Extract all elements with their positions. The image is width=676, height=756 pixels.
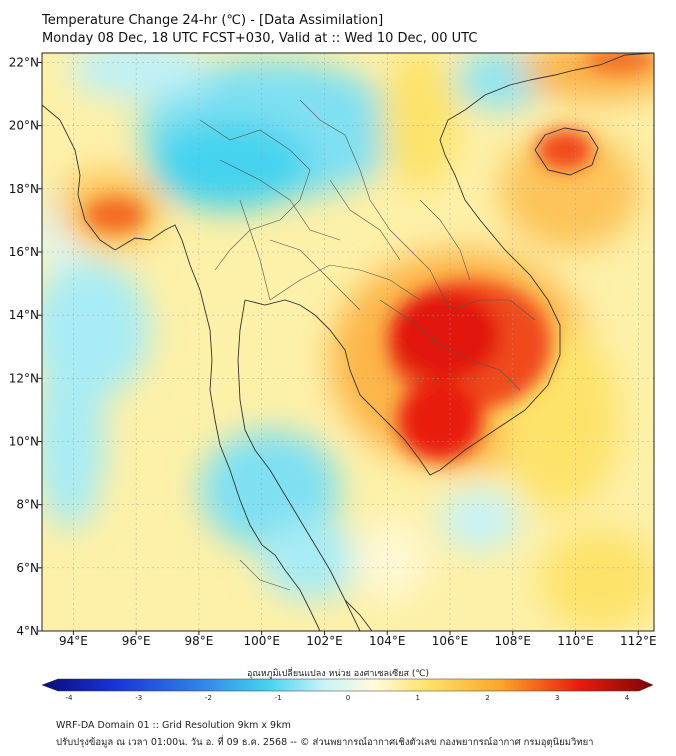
temperature-field: [42, 53, 654, 631]
malaysia-east-coast: [344, 599, 373, 631]
y-tick-label: 16°N: [9, 245, 39, 259]
y-tick-label: 20°N: [9, 119, 39, 133]
x-tick-label: 96°E: [122, 634, 151, 648]
hainan-island: [534, 127, 599, 176]
y-tick-label: 12°N: [9, 371, 39, 385]
map-frame: [41, 52, 655, 632]
x-tick-label: 104°E: [369, 634, 406, 648]
colorbar-tick-label: 3: [555, 694, 559, 702]
y-tick-label: 22°N: [9, 55, 39, 69]
colorbar-title: อุณหภูมิเปลี่ยนแปลง หน่วย องศาเซลเซียส (…: [246, 669, 430, 679]
y-tick-label: 10°N: [9, 434, 39, 448]
x-tick-label: 102°E: [306, 634, 343, 648]
y-tick-label: 4°N: [16, 624, 39, 638]
colorbar-tick-label: 0: [346, 694, 350, 702]
malay-peninsula-east: [237, 299, 361, 631]
x-tick-label: 110°E: [557, 634, 594, 648]
cool-region-south: [200, 430, 340, 550]
x-tick-label: 98°E: [184, 634, 213, 648]
coastlines: [42, 53, 654, 631]
colorbar-tick-label: -4: [66, 694, 74, 702]
x-tick-label: 100°E: [243, 634, 280, 648]
gulf-of-thailand-north: [244, 299, 441, 476]
vietnam-coast: [439, 79, 561, 471]
colorbar-tick-label: 1: [416, 694, 420, 702]
map-subtitle: Monday 08 Dec, 18 UTC FCST+030, Valid at…: [42, 31, 478, 46]
colorbar: -4 -3 -2 -1 0 1 2 3 4: [41, 678, 654, 702]
gridlines: [42, 53, 654, 631]
x-tick-label: 108°E: [495, 634, 532, 648]
y-tick-label: 8°N: [16, 498, 39, 512]
myanmar-west-coast: [42, 104, 321, 631]
colorbar-tick-label: 4: [625, 694, 630, 702]
axis-labels: 94°E 96°E 98°E 100°E 102°E 104°E 106°E 108°E 110…: [9, 55, 657, 648]
colorbar-tick-label: -2: [205, 694, 212, 702]
china-coast: [529, 53, 654, 81]
x-tick-label: 94°E: [59, 634, 88, 648]
colorbar-tick-label: -1: [275, 694, 282, 702]
x-tick-label: 112°E: [620, 634, 657, 648]
y-tick-label: 18°N: [9, 182, 39, 196]
colorbar-ticks: -4 -3 -2 -1 0 1 2 3 4: [66, 694, 630, 702]
colorbar-gradient: [41, 678, 654, 692]
x-tick-label: 106°E: [432, 634, 469, 648]
footer-line-1: WRF-DA Domain 01 :: Grid Resolution 9km …: [56, 720, 291, 731]
y-tick-label: 6°N: [16, 561, 39, 575]
footer-line-2: ปรับปรุงข้อมูล ณ เวลา 01:00น. วัน อ. ที่…: [56, 737, 594, 748]
colorbar-tick-label: 2: [485, 694, 489, 702]
province-borders: [199, 99, 536, 591]
colorbar-tick-label: -3: [135, 694, 142, 702]
y-tick-label: 14°N: [9, 308, 39, 322]
map-title: Temperature Change 24-hr (℃) - [Data Ass…: [42, 13, 384, 28]
hot-core-hainan: [537, 130, 593, 170]
